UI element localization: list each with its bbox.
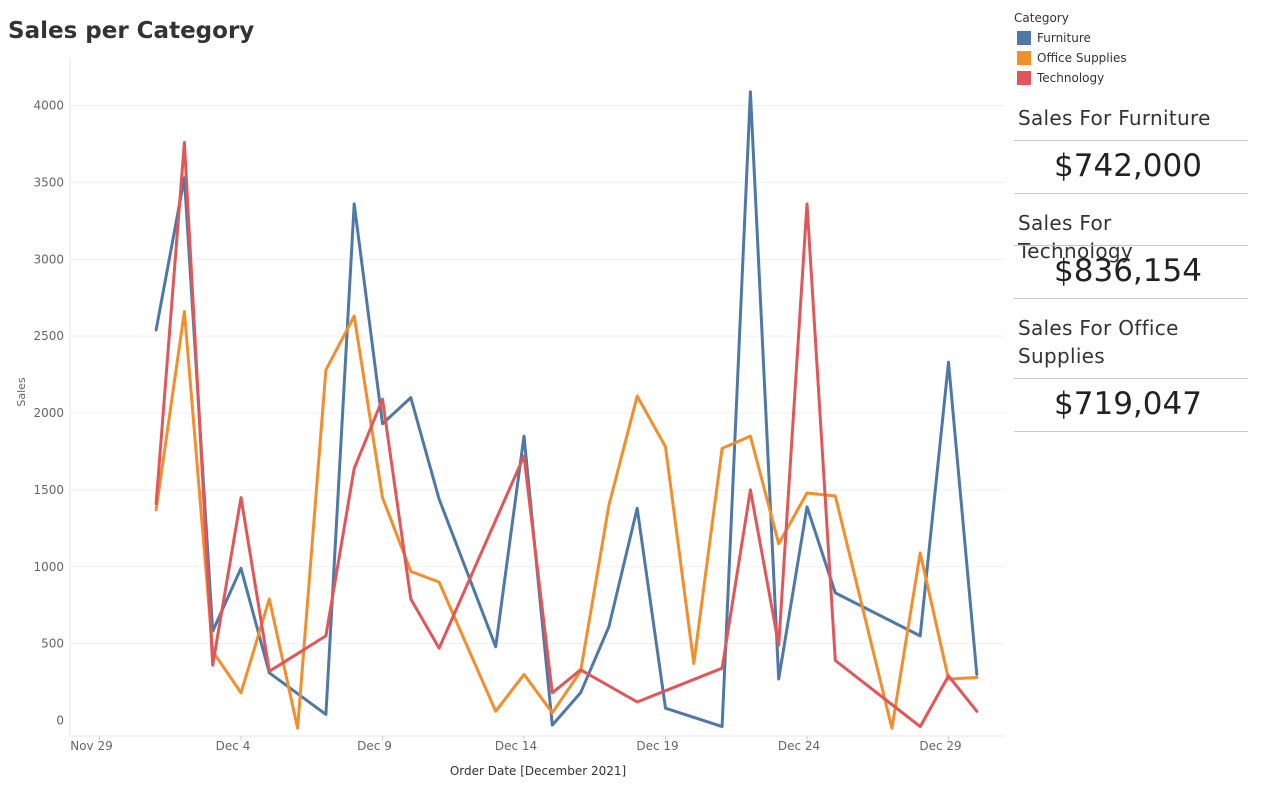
legend-swatch-technology (1017, 71, 1031, 85)
y-tick-label: 0 (56, 714, 64, 728)
kpi-value-furniture: $742,000 (1054, 148, 1202, 184)
x-tick-label: Dec 29 (919, 739, 961, 753)
legend-swatch-office-supplies (1017, 51, 1031, 65)
x-axis-ticks: Nov 29 Dec 4 Dec 9 Dec 14 Dec 19 Dec 24 Dec 29 (70, 736, 962, 753)
kpi-divider (1014, 140, 1248, 141)
kpi-label-office-supplies: Sales For Office Supplies (1018, 316, 1179, 368)
x-tick-label: Dec 19 (636, 739, 678, 753)
kpi-divider (1014, 431, 1248, 432)
kpi-label-technology: Sales For Technology (1018, 211, 1134, 263)
series-line-furniture (154, 90, 979, 729)
legend-label: Furniture (1037, 31, 1091, 45)
series-line-technology (154, 140, 979, 729)
legend-label: Office Supplies (1037, 51, 1127, 65)
legend-title: Category (1014, 11, 1069, 25)
y-tick-label: 3500 (33, 175, 64, 189)
kpi-divider (1014, 245, 1248, 246)
legend-item-furniture[interactable]: Furniture (1014, 28, 1127, 48)
y-tick-label: 4000 (33, 99, 64, 113)
y-tick-label: 1500 (33, 483, 64, 497)
x-tick-label: Dec 14 (495, 739, 537, 753)
kpi-value-technology: $836,154 (1054, 253, 1202, 289)
y-axis-title: Sales (15, 377, 28, 407)
x-axis-title: Order Date [December 2021] (450, 764, 626, 778)
y-tick-label: 1000 (33, 560, 64, 574)
category-legend: Category Furniture Office Supplies Techn… (1014, 11, 1127, 88)
kpi-divider (1014, 298, 1248, 299)
y-tick-label: 2500 (33, 329, 64, 343)
y-axis-ticks: 0 500 1000 1500 2000 2500 3000 3500 4000 (33, 99, 64, 728)
kpi-divider (1014, 193, 1248, 194)
legend-item-technology[interactable]: Technology (1014, 68, 1127, 88)
x-tick-label: Nov 29 (70, 739, 113, 753)
kpi-divider (1014, 378, 1248, 379)
legend-label: Technology (1037, 71, 1105, 85)
kpi-label-furniture: Sales For Furniture (1018, 106, 1211, 130)
legend-swatch-furniture (1017, 31, 1031, 45)
kpi-value-office-supplies: $719,047 (1054, 386, 1202, 422)
x-tick-label: Dec 4 (216, 739, 251, 753)
chart-series (154, 90, 979, 730)
legend-item-office-supplies[interactable]: Office Supplies (1014, 48, 1127, 68)
y-tick-label: 500 (41, 637, 64, 651)
y-tick-label: 3000 (33, 252, 64, 266)
x-tick-label: Dec 24 (778, 739, 820, 753)
x-tick-label: Dec 9 (357, 739, 392, 753)
page-title: Sales per Category (8, 18, 255, 44)
sales-line-chart: 0 500 1000 1500 2000 2500 3000 3500 4000 Nov 29 D… (15, 58, 1005, 778)
y-tick-label: 2000 (33, 406, 64, 420)
